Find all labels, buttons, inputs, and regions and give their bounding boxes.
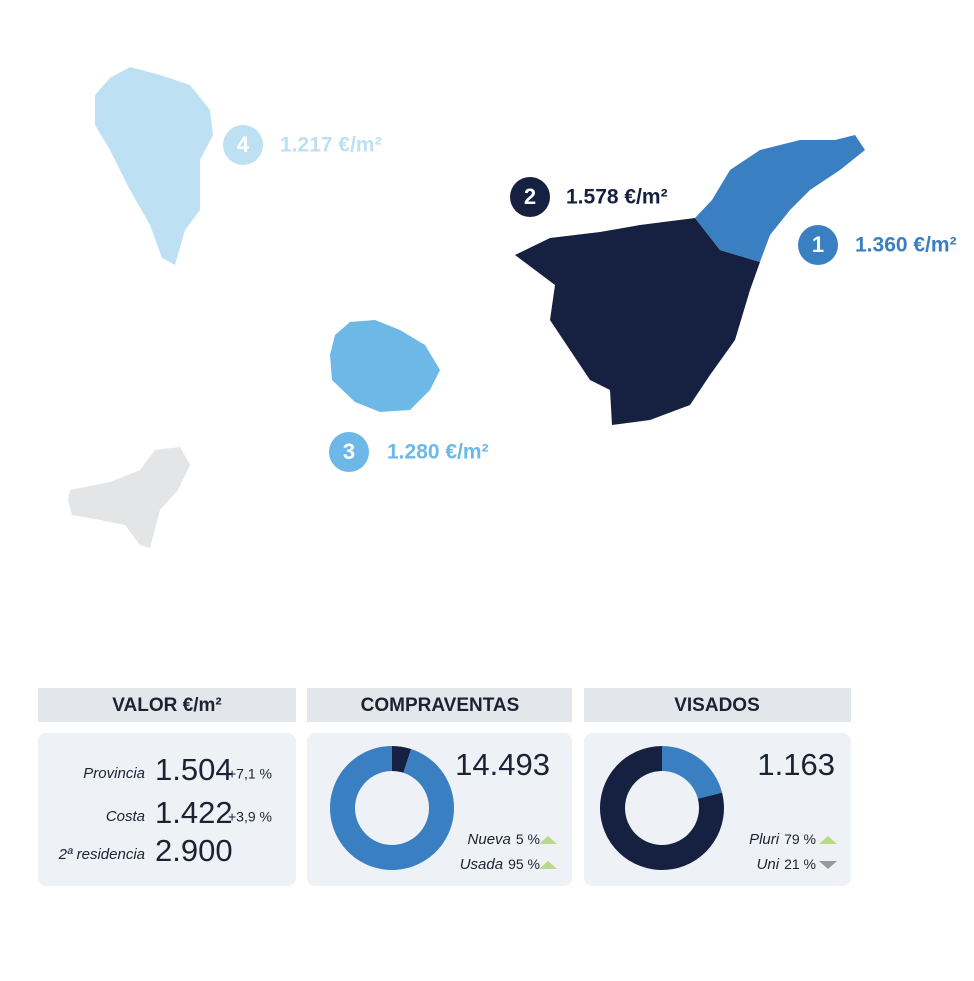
price-label: 1.360 €/m²	[855, 234, 957, 257]
legend-value: 79 %	[784, 831, 816, 847]
legend-entry: Usada 95 %	[460, 856, 540, 873]
island-el-hierro	[68, 447, 190, 548]
total: 14.493	[455, 747, 550, 782]
row-value: 1.504	[155, 752, 233, 787]
donut-segment	[662, 746, 723, 799]
price-label: 1.280 €/m²	[387, 441, 489, 464]
trend-arrow	[819, 836, 837, 844]
legend-category: Usada	[460, 856, 503, 873]
island-la-gomera	[330, 320, 440, 412]
rank-badge	[223, 125, 263, 165]
island-tenerife-north	[695, 135, 865, 262]
panel-title: VISADOS	[674, 695, 760, 716]
legend-entry: Pluri 79 %	[749, 831, 816, 848]
row-label: Provincia	[83, 765, 145, 782]
total: 1.163	[757, 747, 835, 782]
panel-body	[38, 733, 296, 886]
row-label: Costa	[106, 808, 145, 825]
legend-category: Uni	[757, 856, 780, 873]
rank-number: 3	[343, 439, 355, 464]
legend-value: 95 %	[508, 856, 540, 872]
row-label: 2ª residencia	[58, 846, 145, 863]
panel-header	[307, 688, 572, 722]
donut-segment	[600, 746, 724, 870]
row-change: +7,1 %	[228, 766, 272, 782]
donut-segment	[392, 746, 412, 773]
panel-valor: VALOR €/m²	[38, 688, 296, 886]
donut-segment	[330, 746, 455, 871]
trend-arrow	[819, 861, 837, 869]
panel-title: VALOR €/m²	[112, 695, 221, 716]
rank-badge	[329, 432, 369, 472]
rank-badge	[510, 177, 550, 217]
legend-value: 21 %	[784, 856, 816, 872]
panel-header	[38, 688, 296, 722]
price-label: 1.578 €/m²	[566, 186, 668, 209]
rank-number: 1	[812, 232, 824, 257]
trend-arrow	[539, 861, 557, 869]
trend-arrow	[539, 836, 557, 844]
legend-value: 5 %	[516, 831, 540, 847]
row-value: 1.422	[155, 795, 233, 830]
price-label: 1.217 €/m²	[280, 134, 382, 157]
row-value: 2.900	[155, 833, 233, 868]
legend-category: Nueva	[468, 831, 511, 848]
island-tenerife-south	[515, 218, 760, 425]
rank-number: 2	[524, 184, 536, 209]
row-change: +3,9 %	[228, 809, 272, 825]
rank-badge	[798, 225, 838, 265]
rank-number: 4	[237, 132, 250, 157]
legend-category: Pluri	[749, 831, 780, 848]
legend-entry: Nueva 5 %	[468, 831, 540, 848]
island-la-palma	[95, 67, 213, 265]
panel-header	[584, 688, 851, 722]
legend-entry: Uni 21 %	[757, 856, 816, 873]
panel-title: COMPRAVENTAS	[361, 695, 520, 716]
